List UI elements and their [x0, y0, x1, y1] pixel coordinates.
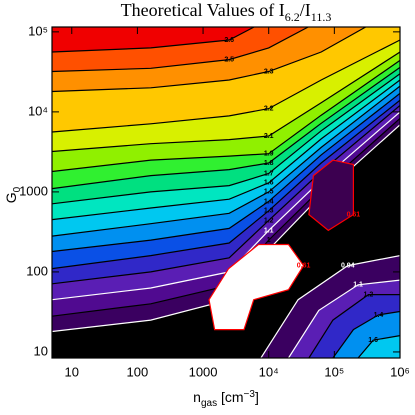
contour-labels: 0.9411.11.21.31.41.51.61.71.81.92.12.22.… [224, 37, 383, 344]
chart-title: Theoretical Values of I6.2/I11.3 [121, 0, 332, 24]
contour-label: 1.5 [264, 189, 274, 196]
contour-label: 2.2 [264, 105, 274, 112]
y-tick-label: 10 [34, 343, 48, 358]
ylabel-part: G [3, 192, 19, 203]
contour-label: 2.6 [224, 37, 234, 44]
contour-label: 2.3 [264, 68, 274, 75]
ylabel-sub: 0 [12, 186, 23, 192]
contour-label: 1.4 [374, 312, 384, 319]
contour-label: 1.2 [264, 217, 274, 224]
plot-frame [51, 26, 401, 359]
contour-label: 1.6 [264, 180, 274, 187]
contour-line [52, 51, 400, 153]
y-tick-label: 1000 [19, 183, 48, 198]
contour-line [308, 159, 354, 232]
x-tick-label: 1000 [189, 364, 218, 379]
contour-label: 1.9 [264, 151, 274, 158]
x-axis-label: ngas [cm−3] [193, 389, 259, 409]
contour-line [52, 73, 400, 205]
y-axis-label: G0 [3, 186, 23, 203]
contour-label: 1.1 [264, 227, 274, 234]
contour-line [260, 255, 400, 358]
contour-line [52, 92, 400, 253]
contour-label: 1.3 [264, 208, 274, 215]
title-part: /I [300, 0, 311, 20]
title-sub: 11.3 [311, 10, 332, 24]
contour-label: 1.1 [353, 282, 363, 289]
xlabel-part: n [193, 389, 201, 405]
contour-label: 2.5 [224, 56, 234, 63]
contour-line [287, 279, 400, 358]
contour-line [332, 310, 400, 358]
x-tick-label: 10⁶ [390, 364, 410, 379]
contour-line [52, 99, 400, 270]
contour-label: 1.6 [368, 337, 378, 344]
contour-line [52, 66, 400, 190]
contour-label: 1.4 [264, 198, 274, 205]
contour-band [52, 27, 400, 52]
contour-label: 0.94 [341, 262, 355, 269]
xlabel-sub: gas [201, 398, 217, 409]
contour-line [52, 59, 400, 173]
contour-line [52, 27, 255, 53]
contour-label: 1.7 [264, 170, 274, 177]
contour-label: 1.2 [364, 291, 374, 298]
title-sub: 6.2 [285, 10, 300, 24]
contour-label: 0.61 [297, 262, 311, 269]
contour-label: 0.94 [262, 246, 276, 253]
contour-line [308, 294, 400, 358]
plot-area [52, 27, 400, 358]
x-tick-label: 10 [65, 364, 79, 379]
contour-band [308, 160, 354, 231]
contour-label: 1.8 [264, 160, 274, 167]
contour-line [357, 335, 400, 358]
y-tick-label: 100 [26, 263, 48, 278]
contour-label: 0.61 [347, 211, 361, 218]
xlabel-part: [cm [217, 389, 243, 405]
contour-line [52, 39, 400, 133]
contour-line [208, 243, 305, 331]
contour-line [52, 85, 400, 237]
xlabel-sup: −3 [244, 389, 256, 400]
y-tick-label: 10⁴ [28, 103, 48, 118]
x-tick-label: 10⁵ [324, 364, 344, 379]
contour-band [358, 335, 400, 358]
contour-line [52, 27, 309, 73]
contour-label: 1 [267, 237, 271, 244]
contour-line [52, 79, 400, 221]
title-part: Theoretical Values of I [121, 0, 285, 20]
x-tick-label: 10⁴ [259, 364, 279, 379]
contour-label: 2.1 [264, 133, 274, 140]
y-tick-label: 10⁵ [28, 23, 48, 38]
xlabel-part: ] [255, 389, 259, 405]
x-tick-label: 100 [127, 364, 149, 379]
contour-line [52, 27, 366, 93]
